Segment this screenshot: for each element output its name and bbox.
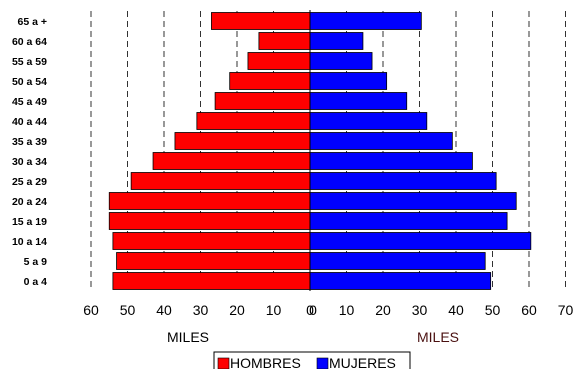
legend-frame: [213, 351, 411, 369]
legend-swatch-mujeres: [316, 357, 329, 369]
bar-mujeres-6: [309, 152, 473, 170]
category-label-5: 25 a 29: [12, 176, 47, 188]
tick-left-60: 60: [83, 302, 99, 318]
bar-mujeres-2: [309, 232, 532, 250]
bar-hombres-3: [108, 212, 311, 230]
category-label-13: 65 a +: [18, 16, 48, 28]
category-label-9: 45 a 49: [12, 96, 47, 108]
tick-right-30: 30: [412, 302, 428, 318]
tick-right-40: 40: [448, 302, 464, 318]
bars: [108, 12, 532, 290]
bar-mujeres-5: [309, 172, 497, 190]
tick-right-50: 50: [485, 302, 501, 318]
bar-hombres-10: [229, 72, 311, 90]
category-label-8: 40 a 44: [12, 116, 47, 128]
tick-left-10: 10: [266, 302, 282, 318]
category-label-6: 30 a 34: [12, 156, 47, 168]
tick-left-20: 20: [229, 302, 245, 318]
category-label-3: 15 a 19: [12, 216, 47, 228]
bar-mujeres-1: [309, 252, 486, 270]
tick-labels: 60 50 40 30 20 10 00 10 20 30 40 50 60 70: [83, 302, 573, 318]
legend-label-mujeres: MUJERES: [329, 355, 396, 369]
category-labels: 0 a 4 5 a 9 10 a 14 15 a 19 20 a 24 25 a 29 30…: [12, 16, 47, 288]
bar-hombres-1: [116, 252, 311, 270]
tick-left-40: 40: [156, 302, 172, 318]
bar-mujeres-12: [309, 32, 364, 50]
bar-hombres-9: [214, 92, 311, 110]
category-label-7: 35 a 39: [12, 136, 47, 148]
legend: HOMBRES MUJERES: [213, 351, 411, 369]
bar-mujeres-10: [309, 72, 388, 90]
bar-hombres-12: [258, 32, 311, 50]
bar-hombres-4: [108, 192, 311, 210]
bar-mujeres-9: [309, 92, 408, 110]
bar-hombres-11: [247, 52, 311, 70]
bar-mujeres-7: [309, 132, 453, 150]
bar-mujeres-4: [309, 192, 517, 210]
bar-mujeres-3: [309, 212, 508, 230]
category-label-11: 55 a 59: [12, 56, 47, 68]
tick-left-0: 0: [306, 302, 314, 318]
bar-hombres-6: [152, 152, 311, 170]
bar-mujeres-11: [309, 52, 373, 70]
legend-swatch-hombres: [217, 357, 230, 369]
tick-right-20: 20: [375, 302, 391, 318]
bar-hombres-2: [112, 232, 311, 250]
category-label-0: 0 a 4: [24, 276, 48, 288]
category-label-12: 60 a 64: [12, 36, 47, 48]
category-label-1: 5 a 9: [24, 256, 48, 268]
category-label-4: 20 a 24: [12, 196, 47, 208]
bar-hombres-13: [211, 12, 311, 30]
bar-mujeres-0: [309, 272, 492, 290]
bar-mujeres-8: [309, 112, 428, 130]
tick-left-30: 30: [193, 302, 209, 318]
tick-right-60: 60: [521, 302, 537, 318]
bar-hombres-5: [130, 172, 311, 190]
category-label-10: 50 a 54: [12, 76, 47, 88]
tick-right-70: 70: [558, 302, 574, 318]
category-label-2: 10 a 14: [12, 236, 47, 248]
bar-hombres-7: [174, 132, 311, 150]
right-axis-title: MILES: [417, 329, 459, 345]
tick-right-10: 10: [339, 302, 355, 318]
tick-left-50: 50: [120, 302, 136, 318]
bar-hombres-0: [112, 272, 311, 290]
left-axis-title: MILES: [167, 329, 209, 345]
bar-hombres-8: [196, 112, 311, 130]
legend-label-hombres: HOMBRES: [230, 355, 301, 369]
bar-mujeres-13: [309, 12, 422, 30]
tick-right-0: 0: [309, 302, 317, 318]
